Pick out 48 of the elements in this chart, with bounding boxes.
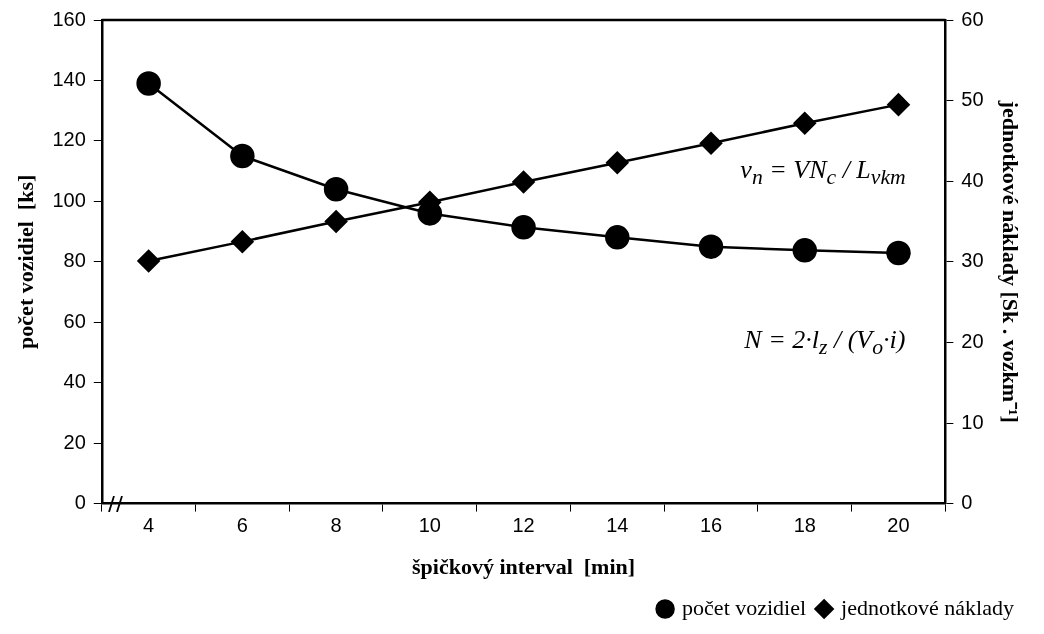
point bbox=[698, 234, 724, 259]
x-tick-label: 12 bbox=[512, 514, 535, 537]
x-tick-label: 10 bbox=[418, 514, 441, 537]
x-tick-label: 4 bbox=[143, 514, 155, 537]
y-tick-label: 40 bbox=[63, 370, 86, 393]
legend-label: počet vozidiel bbox=[682, 594, 807, 620]
point bbox=[606, 151, 629, 174]
y-tick-label: 120 bbox=[52, 128, 86, 151]
y-tick-label: 20 bbox=[63, 430, 86, 453]
y2-tick-label: 20 bbox=[961, 329, 984, 352]
point bbox=[136, 71, 161, 96]
point bbox=[137, 249, 160, 273]
y-tick-label: 0 bbox=[74, 491, 86, 514]
x-tick-label: 16 bbox=[699, 514, 723, 537]
point bbox=[792, 238, 818, 263]
x-tick-label: 18 bbox=[793, 514, 816, 537]
y2-tick-label: 40 bbox=[961, 168, 984, 191]
y2-axis-title: jednotkové náklady [Sk . vozkm⁻¹] bbox=[998, 99, 1024, 423]
y2-tick-label: 10 bbox=[961, 410, 984, 433]
point bbox=[230, 143, 255, 169]
y2-tick-label: 0 bbox=[961, 491, 973, 514]
x-tick-label: 14 bbox=[606, 514, 629, 537]
y2-tick-label: 50 bbox=[961, 88, 984, 111]
point bbox=[699, 132, 723, 155]
point bbox=[512, 170, 535, 194]
x-tick-label: 6 bbox=[236, 514, 248, 537]
point bbox=[231, 230, 254, 253]
point bbox=[886, 240, 911, 266]
point bbox=[605, 225, 630, 250]
y-axis-title: počet vozidiel [ks] bbox=[12, 174, 38, 349]
y-tick-label: 160 bbox=[52, 7, 86, 30]
y2-tick-label: 60 bbox=[961, 7, 984, 30]
point bbox=[324, 210, 348, 233]
y2-tick-label: 30 bbox=[961, 249, 984, 272]
y-tick-label: 80 bbox=[63, 249, 86, 272]
y-tick-label: 140 bbox=[52, 67, 86, 90]
x-tick-label: 8 bbox=[330, 514, 342, 537]
point bbox=[511, 215, 536, 240]
y-tick-label: 60 bbox=[63, 309, 86, 332]
point bbox=[793, 111, 817, 135]
annotation: v$_{n}$ = VN$_{c}$ / L$_{vkm}$ bbox=[740, 155, 906, 191]
annotation: N = 2·l$_{z}$ / (V$_{o}$·i) bbox=[744, 324, 906, 360]
point bbox=[323, 177, 349, 202]
y-tick-label: 100 bbox=[52, 188, 86, 211]
legend-label: jednotkové náklady bbox=[840, 594, 1015, 620]
x-axis-title: špičkový interval [min] bbox=[412, 554, 636, 580]
point bbox=[887, 93, 910, 116]
x-tick-label: 20 bbox=[887, 514, 910, 537]
